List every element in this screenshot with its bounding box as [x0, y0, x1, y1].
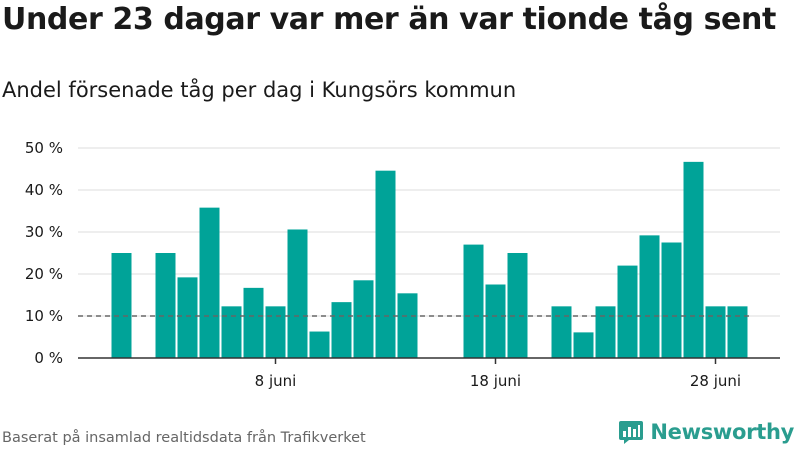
chart-subtitle: Andel försenade tåg per dag i Kungsörs k…: [2, 78, 517, 102]
bars: [111, 161, 748, 358]
bar: [485, 284, 506, 358]
x-tick-label: 18 juni: [470, 372, 521, 390]
bar: [639, 235, 660, 358]
bar: [397, 293, 418, 358]
bar: [221, 306, 242, 358]
bar: [661, 242, 682, 358]
bar: [265, 306, 286, 358]
bar: [507, 253, 528, 358]
bar: [155, 253, 176, 358]
bar: [617, 265, 638, 358]
y-tick-label: 10 %: [25, 307, 63, 325]
bar: [595, 306, 616, 358]
y-tick-label: 50 %: [25, 139, 63, 157]
brand-name: Newsworthy: [650, 420, 794, 444]
bar: [177, 277, 198, 358]
bar: [463, 244, 484, 358]
bar-chart: 0 % 10 % 20 % 30 % 40 % 50 % 8 juni 18 juni 28 …: [25, 139, 780, 390]
bar: [199, 207, 220, 358]
bar: [111, 253, 132, 358]
bar: [353, 280, 374, 358]
x-tick-label: 8 juni: [255, 372, 297, 390]
y-tick-label: 30 %: [25, 223, 63, 241]
y-tick-label: 0 %: [34, 349, 63, 367]
bar: [375, 170, 396, 358]
bar: [551, 306, 572, 358]
y-axis-tick-labels: 0 % 10 % 20 % 30 % 40 % 50 %: [25, 139, 63, 367]
bar: [705, 306, 726, 358]
y-tick-label: 40 %: [25, 181, 63, 199]
newsworthy-logo: Newsworthy: [618, 419, 794, 445]
bar: [727, 306, 748, 358]
bar: [243, 287, 264, 358]
bar: [573, 332, 594, 358]
x-tick-label: 28 juni: [690, 372, 741, 390]
source-note: Baserat på insamlad realtidsdata från Tr…: [2, 430, 366, 446]
bar: [309, 331, 330, 358]
chart-title: Under 23 dagar var mer än var tionde tåg…: [2, 2, 776, 37]
bar: [683, 161, 704, 358]
bar: [287, 229, 308, 358]
bar: [331, 302, 352, 358]
x-axis-tick-labels: 8 juni 18 juni 28 juni: [255, 358, 741, 390]
bar-chart-speech-bubble-icon: [619, 421, 644, 444]
y-tick-label: 20 %: [25, 265, 63, 283]
